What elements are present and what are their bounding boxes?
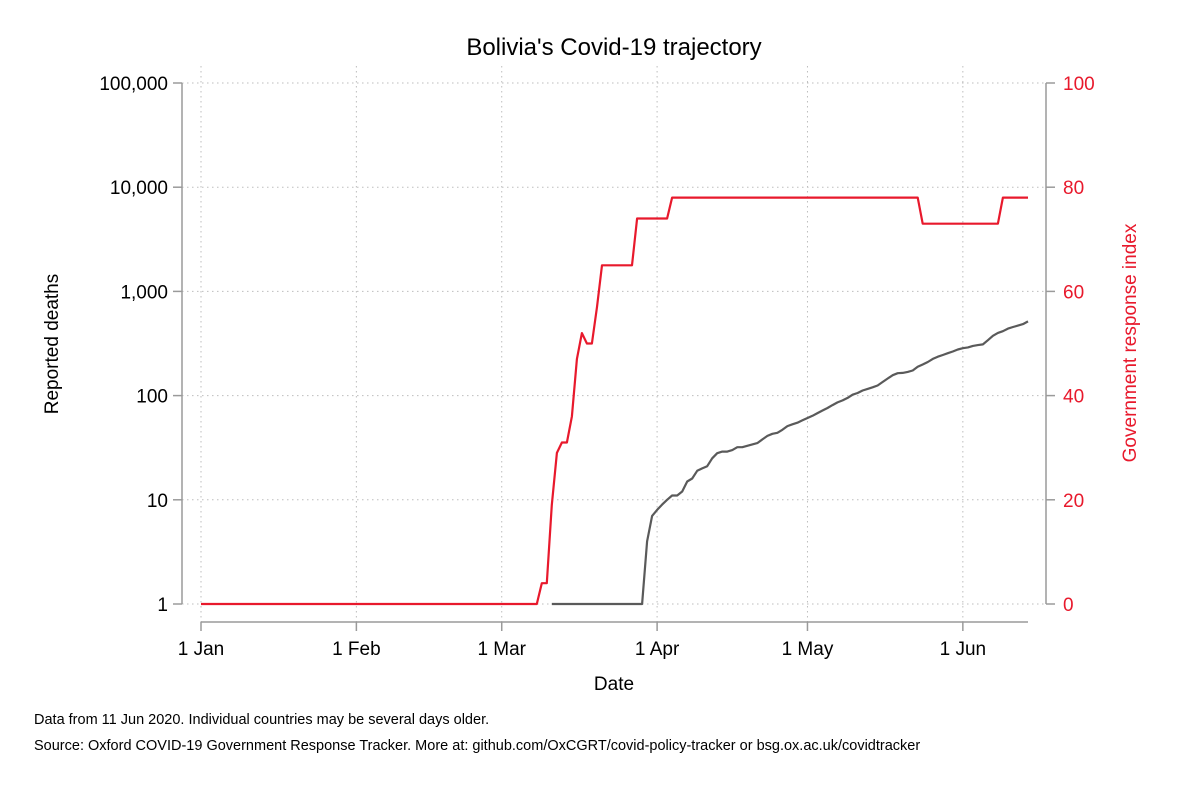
y-tick-label: 1,000 [120, 282, 168, 303]
y-tick-label: 100,000 [99, 74, 168, 95]
axes [173, 82, 1055, 631]
y-tick-label: 10 [147, 491, 168, 512]
y2-tick-label: 40 [1063, 387, 1084, 408]
series-lines [201, 196, 1029, 606]
y-tick-label: 1 [157, 595, 168, 616]
x-tick-label: 1 Jan [178, 639, 224, 660]
y2-tick-label: 60 [1063, 282, 1084, 303]
x-tick-label: 1 Apr [635, 639, 680, 660]
y2-tick-label: 100 [1063, 74, 1095, 95]
x-tick-label: 1 May [782, 639, 834, 660]
y2-tick-label: 0 [1063, 595, 1074, 616]
y-tick-label: 100 [136, 387, 168, 408]
x-tick-label: 1 Feb [332, 639, 381, 660]
x-tick-label: 1 Mar [477, 639, 526, 660]
grid-lines [182, 66, 1046, 622]
x-tick-label: 1 Jun [940, 639, 986, 660]
tick-labels: 1 10 100 1,000 10,000 100,000 0 20 40 60 80 100 1 Ja… [99, 74, 1094, 660]
series-line-response-index [201, 196, 1028, 606]
y-axis-title: Reported deaths [42, 274, 63, 415]
series-line-reported-deaths [551, 320, 1029, 606]
x-axis-title: Date [594, 674, 634, 695]
data-note: Data from 11 Jun 2020. Individual countr… [34, 712, 490, 728]
y2-axis-title: Government response index [1120, 223, 1141, 462]
y2-tick-label: 20 [1063, 491, 1084, 512]
source-note: Source: Oxford COVID-19 Government Respo… [34, 738, 921, 754]
chart: Bolivia's Covid-19 trajectory 1 10 100 1,00… [42, 34, 1141, 695]
y-tick-label: 10,000 [110, 178, 168, 199]
chart-title: Bolivia's Covid-19 trajectory [466, 34, 761, 61]
y2-tick-label: 80 [1063, 178, 1084, 199]
